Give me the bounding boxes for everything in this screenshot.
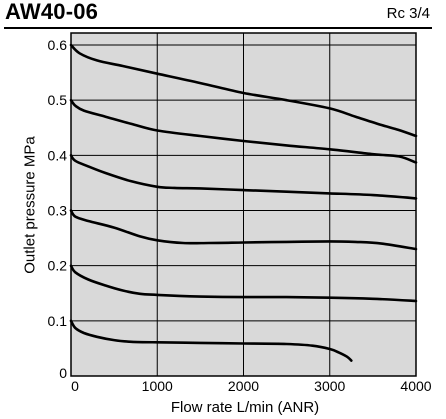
series-line-1: [69, 43, 418, 138]
series-line-5: [69, 264, 418, 303]
series-line-4: [69, 209, 418, 251]
x-tick-label: 4000: [400, 378, 431, 394]
y-tick-label: 0.1: [48, 313, 68, 329]
series-line-2: [69, 98, 418, 164]
title-rule: [4, 27, 432, 29]
x-tick-label: 2000: [228, 378, 259, 394]
chart-title: AW40-06: [5, 0, 99, 24]
y-tick-label: 0.6: [48, 37, 68, 53]
series-line-3: [69, 154, 418, 200]
y-tick-label: 0.2: [48, 258, 68, 274]
y-axis-label: Outlet pressure MPa: [21, 136, 39, 274]
series-line-6: [69, 319, 353, 362]
chart-subtitle: Rc 3/4: [386, 5, 430, 22]
y-tick-label: 0.5: [48, 92, 68, 108]
y-tick-label: 0.3: [48, 203, 68, 219]
x-tick-label: 0: [71, 378, 79, 394]
x-tick-label: 1000: [142, 378, 173, 394]
x-axis-label: Flow rate L/min (ANR): [170, 399, 320, 416]
x-tick-label: 3000: [314, 378, 345, 394]
y-tick-label: 0: [59, 365, 67, 381]
y-tick-label: 0.4: [48, 147, 68, 163]
